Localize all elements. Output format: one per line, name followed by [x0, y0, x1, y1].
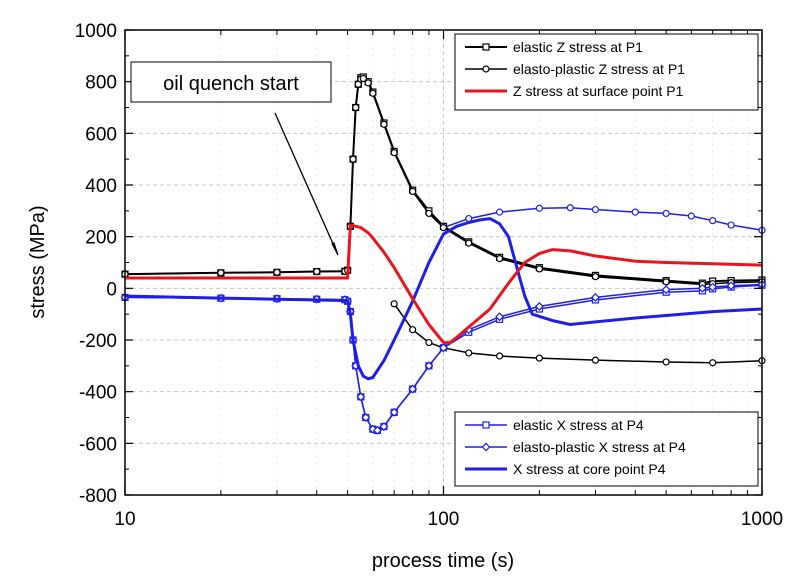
- data-point: [709, 359, 717, 367]
- data-point: [439, 343, 448, 353]
- annotation-arrow: [274, 112, 339, 256]
- y-tick-label: 0: [106, 279, 117, 300]
- legend-item: X stress at core point P4: [465, 461, 666, 477]
- data-point: [390, 149, 398, 157]
- data-point: [662, 358, 670, 366]
- data-point: [591, 205, 600, 214]
- data-point: [534, 301, 544, 311]
- data-point: [369, 89, 377, 97]
- annotation-box: [130, 61, 332, 103]
- data-point: [709, 217, 717, 225]
- data-point: [591, 356, 600, 364]
- y-tick-label: 200: [85, 228, 117, 249]
- y-tick-label: 800: [85, 73, 117, 94]
- data-point: [591, 273, 600, 281]
- data-point: [364, 79, 372, 87]
- data-point: [390, 300, 398, 308]
- legend-marker: [482, 421, 490, 429]
- data-point: [727, 221, 735, 229]
- data-point: [359, 74, 367, 83]
- data-point: [687, 212, 695, 220]
- data-point: [361, 413, 371, 422]
- data-point: [661, 285, 671, 295]
- data-point: [465, 349, 473, 357]
- data-point: [465, 239, 473, 247]
- data-point: [273, 268, 281, 276]
- series-2: [125, 223, 763, 345]
- data-point: [697, 283, 707, 293]
- data-point: [409, 187, 417, 196]
- data-point: [726, 281, 736, 291]
- data-point: [631, 208, 639, 216]
- data-point: [591, 292, 600, 302]
- legend-label: X stress at core point P4: [513, 461, 666, 477]
- series-line: [125, 223, 763, 345]
- y-tick-label: 1000: [75, 21, 117, 42]
- series-5: [124, 217, 763, 381]
- x-tick-label: 10: [114, 509, 135, 530]
- x-tick-label: 100: [428, 509, 460, 530]
- data-point: [313, 267, 321, 276]
- data-point: [379, 422, 389, 431]
- data-point: [662, 209, 670, 218]
- y-tick-label: -800: [79, 486, 117, 507]
- data-point: [217, 269, 225, 277]
- data-point: [349, 155, 357, 163]
- data-point: [495, 208, 504, 216]
- x-tick-label: 1000: [741, 509, 783, 530]
- data-point: [535, 204, 543, 212]
- legend-label: elasto-plastic X stress at P4: [513, 439, 686, 455]
- legend-item: elasto-plastic X stress at P4: [465, 439, 686, 455]
- data-point: [495, 352, 504, 360]
- legend-marker: [482, 43, 490, 51]
- y-axis-title: stress (MPa): [27, 205, 49, 318]
- legend-item: elasto-plastic Z stress at P1: [465, 61, 685, 77]
- legend-label: elastic Z stress at P1: [513, 39, 643, 55]
- y-tick-label: -600: [79, 434, 117, 455]
- legend-top: elastic Z stress at P1 elasto-plastic Z s…: [454, 33, 759, 111]
- data-point: [495, 255, 504, 263]
- legend-label: elasto-plastic Z stress at P1: [513, 61, 685, 77]
- legend-marker: [481, 442, 491, 452]
- data-point: [372, 425, 382, 435]
- annotation-text: oil quench start: [163, 73, 299, 95]
- legend-marker: [482, 65, 490, 73]
- data-point: [708, 282, 718, 292]
- data-point: [535, 354, 543, 362]
- data-point: [425, 338, 433, 347]
- data-point: [380, 120, 388, 128]
- y-tick-label: 600: [85, 124, 117, 145]
- legend-item: elastic Z stress at P1: [465, 39, 643, 55]
- data-point: [424, 361, 434, 371]
- data-point: [409, 326, 417, 334]
- tick-labels: -800 -600 -400 -200 0 200 400 600 800 1000 10 100 10…: [75, 21, 783, 530]
- data-point: [495, 312, 505, 322]
- data-point: [352, 103, 360, 112]
- data-point: [566, 204, 574, 212]
- data-point: [425, 209, 433, 218]
- legend-item: elastic X stress at P4: [465, 417, 644, 433]
- data-point: [356, 392, 366, 402]
- annotation: oil quench start: [130, 61, 339, 256]
- legend-bottom: elastic X stress at P4 elasto-plastic X s…: [454, 411, 759, 487]
- data-point: [535, 265, 543, 273]
- legend-label: elastic X stress at P4: [513, 417, 644, 433]
- x-axis-title: process time (s): [372, 550, 514, 572]
- y-tick-label: -200: [79, 331, 117, 352]
- y-tick-label: -400: [79, 383, 117, 404]
- series-layer: [120, 73, 767, 435]
- legend-item: Z stress at surface point P1: [465, 83, 684, 99]
- data-point: [408, 384, 418, 394]
- series-line: [124, 217, 763, 381]
- data-point: [439, 224, 448, 232]
- legend-label: Z stress at surface point P1: [513, 83, 684, 99]
- data-point: [389, 407, 399, 417]
- arrow-head: [331, 242, 339, 256]
- y-tick-label: 400: [85, 176, 117, 197]
- data-point: [662, 278, 670, 286]
